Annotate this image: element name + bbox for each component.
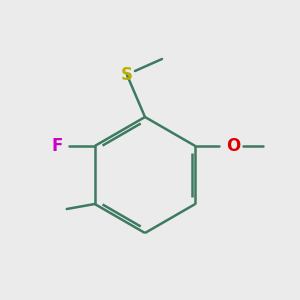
Text: O: O	[226, 137, 240, 155]
Text: F: F	[51, 137, 62, 155]
Text: S: S	[121, 66, 133, 84]
